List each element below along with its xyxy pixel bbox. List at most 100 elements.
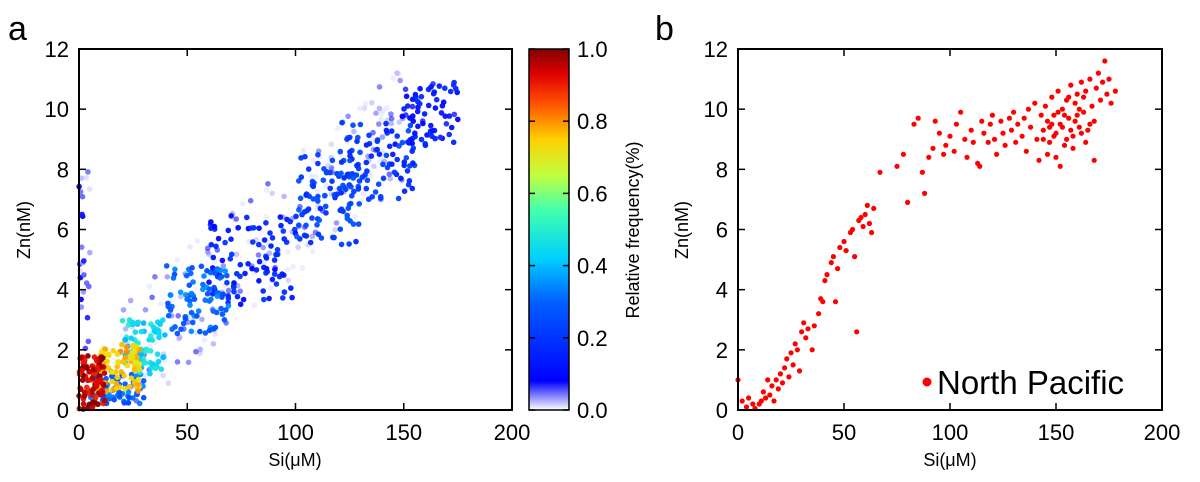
- panel-a-point: [337, 148, 344, 155]
- panel-a-point: [188, 290, 195, 297]
- panel-b-point: [932, 118, 938, 124]
- panel-a-point: [177, 289, 184, 296]
- colorbar-gradient: [528, 48, 570, 411]
- panel-b-point: [1023, 148, 1029, 154]
- panel-a-point: [138, 352, 144, 358]
- panel-b-point: [994, 151, 1000, 157]
- panel-a-point: [128, 375, 135, 382]
- panel-a-point: [310, 183, 317, 190]
- panel-a-point: [261, 296, 267, 303]
- panel-a-point: [450, 139, 457, 146]
- panel-b-point: [894, 163, 900, 169]
- panel-a-point: [325, 162, 331, 169]
- panel-a-point: [263, 187, 270, 193]
- panel-a-point: [165, 312, 172, 319]
- panel-a-point: [128, 335, 134, 342]
- panel-a-point: [91, 354, 98, 360]
- panel-a-point: [123, 348, 130, 355]
- panel-b-point: [763, 395, 769, 401]
- panel-a-xtick-label: 200: [494, 420, 531, 445]
- panel-b-point: [962, 136, 968, 142]
- panel-a-point: [106, 392, 112, 398]
- panel-b-point: [1068, 82, 1074, 88]
- panel-a-point: [388, 115, 395, 122]
- panel-a-point: [89, 375, 96, 381]
- panel-a-point: [135, 388, 141, 394]
- panel-a-point: [260, 244, 267, 251]
- panel-a-point: [384, 164, 391, 171]
- panel-a-point: [430, 127, 436, 134]
- panel-a-point: [348, 171, 355, 177]
- panel-a-point: [190, 279, 196, 285]
- panel-b-point: [1070, 145, 1076, 151]
- panel-a-point: [415, 98, 421, 105]
- panel-a-point: [162, 332, 168, 338]
- panel-a-point: [94, 364, 101, 371]
- panel-a-point: [394, 70, 400, 76]
- panel-a-point: [412, 130, 418, 136]
- panel-a-point: [131, 348, 137, 355]
- panel-b-point: [743, 404, 750, 410]
- panel-a-xtick-label: 150: [385, 420, 422, 445]
- panel-a-point: [182, 316, 189, 322]
- panel-a-point: [167, 307, 174, 313]
- panel-b-point: [1102, 58, 1108, 64]
- panel-a-point: [410, 113, 416, 119]
- panel-a-point: [260, 288, 267, 294]
- panel-a-point: [190, 319, 196, 326]
- panel-b-point: [941, 151, 947, 157]
- panel-a-point: [272, 266, 278, 273]
- panel-b-xtick-label: 150: [1038, 420, 1075, 445]
- panel-a-point: [225, 293, 231, 299]
- panel-a-point: [355, 186, 362, 192]
- panel-b-point: [1006, 115, 1013, 121]
- panel-b-point: [758, 398, 764, 404]
- panel-b-point: [1040, 136, 1046, 142]
- panel-a-point: [131, 343, 137, 349]
- panel-a-point: [347, 157, 353, 164]
- panel-b-ticks: 0 50 100 150 200 0 2 4 6 8 10 12: [704, 37, 1181, 445]
- panel-a-point: [290, 263, 296, 270]
- panel-a-point: [309, 248, 316, 255]
- panel-a-point: [98, 391, 105, 397]
- panel-a-point: [410, 118, 417, 124]
- panel-b-point: [1074, 112, 1080, 118]
- panel-b-point: [828, 260, 834, 266]
- panel-a-point: [402, 86, 409, 93]
- panel-a-point: [404, 103, 411, 109]
- panel-a-point: [214, 293, 221, 300]
- panel-a-point: [116, 394, 123, 400]
- panel-a-point: [396, 119, 403, 125]
- panel-a-point: [111, 396, 117, 403]
- panel-a-point: [281, 272, 287, 279]
- panel-a-point: [443, 121, 450, 127]
- panel-a-point: [263, 213, 269, 220]
- panel-b-point: [775, 386, 781, 392]
- panel-a-points: [76, 70, 461, 412]
- panel-a-point: [80, 289, 87, 295]
- panel-b-point: [869, 229, 875, 236]
- panel-a-point: [409, 185, 416, 192]
- panel-a-point: [210, 254, 217, 261]
- panel-b-point: [860, 223, 866, 230]
- panel-b-point: [1078, 79, 1084, 85]
- panel-a-point: [376, 151, 383, 157]
- panel-b-point: [1064, 136, 1070, 142]
- panel-a-point: [113, 380, 120, 387]
- panel-b-point: [822, 278, 828, 284]
- panel-b-point: [767, 392, 773, 398]
- panel-a-point: [429, 133, 435, 139]
- panel-a-point: [80, 401, 87, 407]
- panel-a-point: [170, 275, 177, 281]
- panel-a-point: [202, 330, 209, 336]
- panel-a-point: [295, 244, 301, 250]
- panel-b-point: [871, 205, 877, 211]
- panel-b-point: [911, 121, 917, 127]
- panel-a-point: [251, 302, 258, 309]
- panel-a-point: [154, 351, 161, 358]
- panel-a-point: [377, 193, 384, 200]
- panel-a-point: [348, 200, 354, 207]
- panel-a-point: [140, 394, 147, 401]
- panel-a-ytick-label: 10: [45, 97, 69, 122]
- panel-a-point: [268, 243, 274, 249]
